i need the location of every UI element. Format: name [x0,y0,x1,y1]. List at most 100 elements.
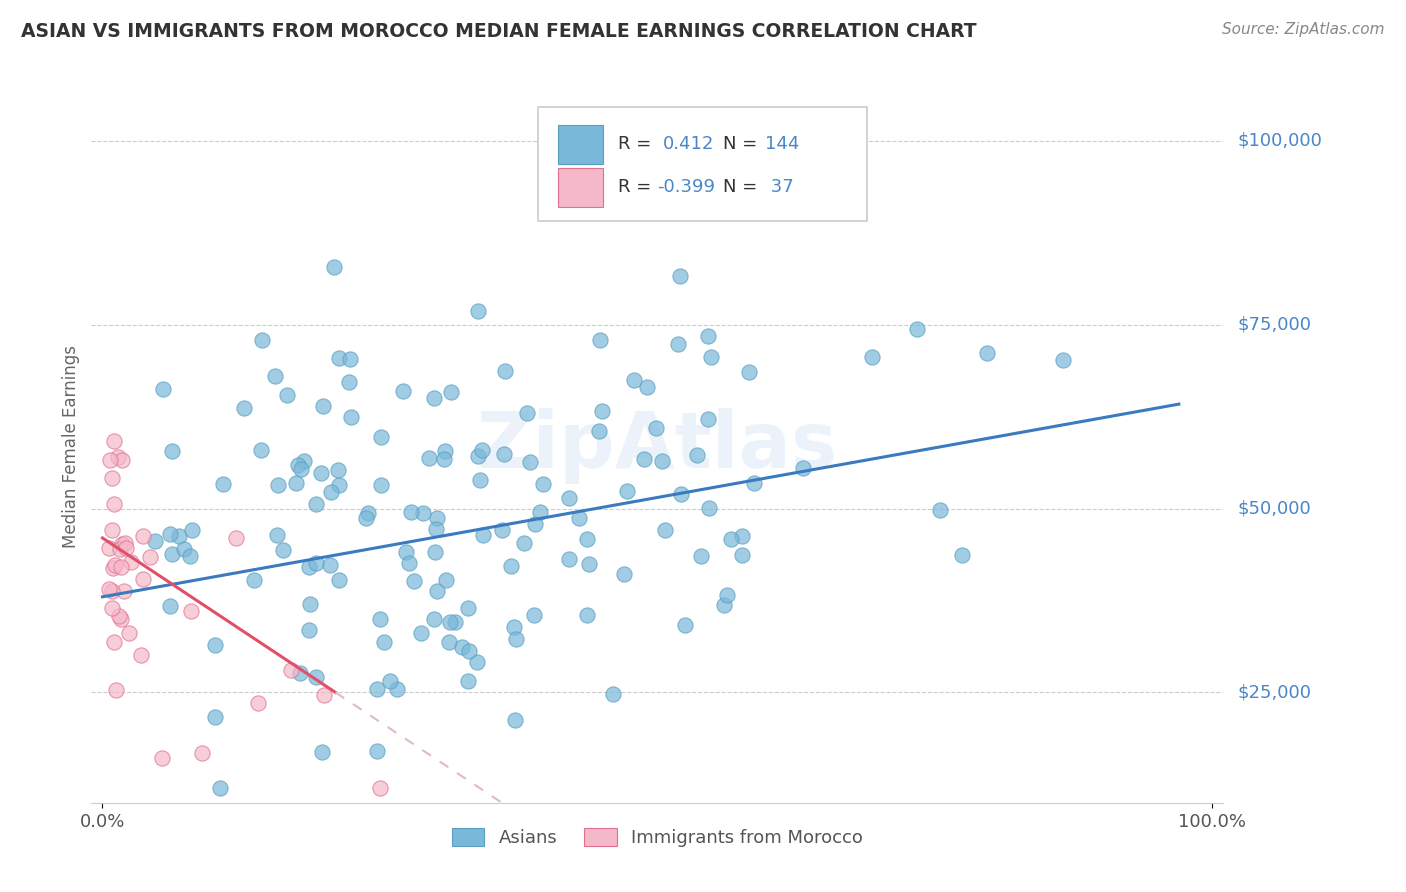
Point [366,682,388,697]
Point [267,478,290,492]
Point [150,751,173,765]
Point [326,463,349,477]
Point [591,403,613,417]
Point [905,322,928,336]
Legend: Asians, Immigrants from Morocco: Asians, Immigrants from Morocco [444,821,870,855]
Point [439,615,461,629]
Point [354,511,377,525]
Point [143,534,166,549]
Text: N =: N = [723,178,758,196]
Point [290,462,312,476]
Point [357,506,380,520]
Point [208,781,231,796]
Point [319,558,342,572]
Point [299,597,322,611]
Point [159,599,181,614]
Point [402,574,425,589]
Point [668,269,690,284]
Text: -0.399: -0.399 [657,178,716,196]
Point [100,584,122,599]
Point [271,542,294,557]
Point [311,399,333,413]
Point [139,549,162,564]
Point [105,682,128,697]
Point [433,452,456,467]
Point [250,333,273,347]
Point [423,545,446,559]
Point [444,615,467,629]
Point [298,624,321,638]
Point [531,477,554,491]
Text: Source: ZipAtlas.com: Source: ZipAtlas.com [1222,22,1385,37]
Point [492,447,515,461]
Point [689,549,711,564]
Text: $75,000: $75,000 [1237,316,1312,334]
Point [686,448,709,462]
Point [243,573,266,587]
Point [211,477,233,491]
Point [298,560,321,574]
Point [395,545,418,559]
Point [457,673,479,688]
Point [472,527,495,541]
Point [225,532,247,546]
Point [368,780,391,795]
Point [114,535,136,549]
Point [107,450,129,464]
Point [100,524,122,538]
Point [505,632,527,646]
Point [311,745,333,759]
Point [285,475,308,490]
Point [323,260,346,274]
Point [337,376,360,390]
Point [468,473,491,487]
Point [503,620,526,634]
Point [280,663,302,677]
Text: $100,000: $100,000 [1237,132,1322,150]
Point [425,521,447,535]
Point [108,609,131,624]
Point [465,655,488,669]
Point [132,529,155,543]
Point [440,385,463,400]
Point [467,303,489,318]
Point [339,351,361,366]
Point [697,500,720,515]
Point [401,505,423,519]
Point [162,547,184,561]
Point [101,601,124,615]
Point [450,640,472,655]
Point [952,548,974,562]
Point [744,475,766,490]
Point [264,368,287,383]
Point [246,696,269,710]
Point [409,626,432,640]
Point [696,412,718,426]
Point [425,584,447,599]
Point [860,350,883,364]
Point [613,567,636,582]
Point [471,443,494,458]
Point [276,387,298,401]
Point [668,336,690,351]
Point [731,529,754,543]
Point [305,557,328,571]
Point [98,453,121,467]
Point [340,409,363,424]
Point [162,444,184,458]
Point [132,572,155,586]
Point [1052,352,1074,367]
Point [173,542,195,557]
Point [434,573,457,587]
Point [588,424,610,438]
Point [112,583,135,598]
Point [167,528,190,542]
Point [370,430,392,444]
Point [516,406,538,420]
Point [523,607,546,622]
Point [287,458,309,473]
Text: 0.412: 0.412 [664,136,714,153]
Point [437,635,460,649]
Point [118,626,141,640]
Point [568,510,591,524]
